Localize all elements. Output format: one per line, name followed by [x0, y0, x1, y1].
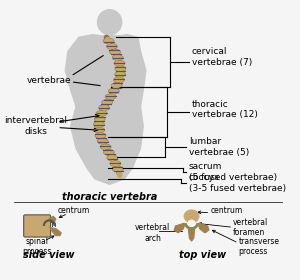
Text: vertebral
arch: vertebral arch: [135, 223, 170, 242]
FancyBboxPatch shape: [24, 215, 50, 237]
Ellipse shape: [97, 111, 106, 115]
Ellipse shape: [94, 128, 104, 132]
Text: vertebral
foramen: vertebral foramen: [233, 218, 268, 237]
Ellipse shape: [104, 150, 114, 155]
Ellipse shape: [107, 155, 117, 160]
Text: cervical
vertebrae (7): cervical vertebrae (7): [191, 47, 252, 67]
Ellipse shape: [94, 116, 105, 122]
Polygon shape: [65, 35, 146, 184]
Ellipse shape: [98, 10, 122, 35]
Ellipse shape: [100, 106, 108, 109]
Ellipse shape: [94, 122, 104, 127]
Ellipse shape: [102, 100, 112, 105]
Ellipse shape: [116, 73, 124, 76]
Ellipse shape: [98, 139, 107, 143]
Ellipse shape: [112, 55, 123, 60]
Ellipse shape: [103, 38, 114, 43]
Text: sacrum
(5 fused vertebrae): sacrum (5 fused vertebrae): [189, 162, 277, 182]
Ellipse shape: [114, 78, 124, 82]
Ellipse shape: [115, 66, 125, 71]
Ellipse shape: [111, 50, 119, 54]
Text: transverse
process: transverse process: [238, 237, 280, 256]
Polygon shape: [49, 216, 56, 222]
Ellipse shape: [95, 117, 104, 121]
Text: thoracic vertebra: thoracic vertebra: [62, 192, 157, 202]
Text: centrum: centrum: [210, 206, 243, 215]
Ellipse shape: [115, 78, 123, 82]
Ellipse shape: [114, 167, 122, 171]
Text: coccyx
(3-5 fused vertebrae): coccyx (3-5 fused vertebrae): [189, 173, 286, 193]
Polygon shape: [188, 229, 195, 241]
Polygon shape: [103, 35, 116, 36]
Ellipse shape: [111, 162, 120, 165]
Ellipse shape: [109, 88, 119, 94]
Ellipse shape: [106, 94, 116, 99]
Ellipse shape: [184, 210, 199, 223]
Text: vertebrae: vertebrae: [27, 76, 71, 85]
Polygon shape: [174, 223, 184, 233]
Ellipse shape: [110, 50, 120, 55]
Ellipse shape: [96, 111, 106, 116]
Ellipse shape: [110, 89, 118, 93]
Ellipse shape: [95, 133, 106, 138]
Ellipse shape: [103, 101, 112, 104]
Ellipse shape: [112, 84, 121, 87]
Ellipse shape: [113, 56, 122, 59]
Ellipse shape: [114, 61, 124, 66]
Polygon shape: [199, 223, 209, 233]
Text: spinal
process: spinal process: [22, 237, 52, 256]
Ellipse shape: [101, 145, 110, 149]
Ellipse shape: [107, 44, 117, 49]
Ellipse shape: [94, 123, 103, 126]
Polygon shape: [49, 227, 61, 236]
Ellipse shape: [99, 105, 109, 110]
Ellipse shape: [95, 128, 103, 132]
Ellipse shape: [105, 151, 113, 154]
Ellipse shape: [96, 134, 105, 137]
Ellipse shape: [100, 144, 111, 149]
Ellipse shape: [98, 139, 108, 144]
Ellipse shape: [115, 72, 125, 77]
Text: centrum: centrum: [57, 206, 89, 215]
Text: lumbar
vertebrae (5): lumbar vertebrae (5): [189, 137, 249, 157]
Text: side view: side view: [23, 250, 75, 260]
Text: intervertebral
disks: intervertebral disks: [4, 116, 67, 136]
Ellipse shape: [106, 95, 115, 99]
Text: top view: top view: [179, 250, 226, 260]
Ellipse shape: [113, 167, 123, 172]
Ellipse shape: [116, 67, 124, 71]
Ellipse shape: [115, 61, 124, 65]
Ellipse shape: [108, 156, 116, 160]
Ellipse shape: [104, 39, 113, 43]
Ellipse shape: [108, 45, 116, 48]
Ellipse shape: [112, 83, 122, 88]
Ellipse shape: [188, 220, 195, 226]
Text: thoracic
vertebrae (12): thoracic vertebrae (12): [191, 100, 257, 119]
Ellipse shape: [110, 161, 120, 166]
Text: centrum: centrum: [25, 220, 57, 229]
